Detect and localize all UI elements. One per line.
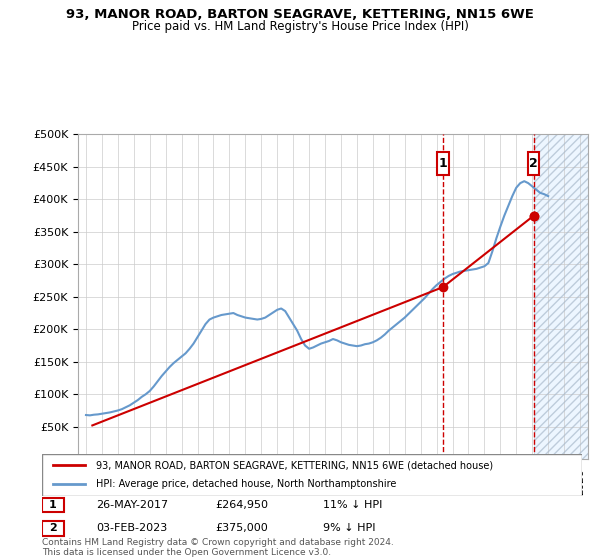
FancyBboxPatch shape: [42, 521, 64, 535]
Text: 11% ↓ HPI: 11% ↓ HPI: [323, 500, 382, 510]
Text: £375,000: £375,000: [215, 523, 268, 533]
Text: 26-MAY-2017: 26-MAY-2017: [96, 500, 168, 510]
Bar: [534, 134, 588, 459]
Text: £264,950: £264,950: [215, 500, 268, 510]
Text: 2: 2: [49, 523, 56, 533]
FancyBboxPatch shape: [42, 498, 64, 512]
Text: 93, MANOR ROAD, BARTON SEAGRAVE, KETTERING, NN15 6WE (detached house): 93, MANOR ROAD, BARTON SEAGRAVE, KETTERI…: [96, 460, 493, 470]
FancyBboxPatch shape: [437, 152, 449, 175]
Text: 1: 1: [49, 500, 56, 510]
Text: HPI: Average price, detached house, North Northamptonshire: HPI: Average price, detached house, Nort…: [96, 479, 397, 489]
Text: 93, MANOR ROAD, BARTON SEAGRAVE, KETTERING, NN15 6WE: 93, MANOR ROAD, BARTON SEAGRAVE, KETTERI…: [66, 8, 534, 21]
Text: Price paid vs. HM Land Registry's House Price Index (HPI): Price paid vs. HM Land Registry's House …: [131, 20, 469, 32]
FancyBboxPatch shape: [528, 152, 539, 175]
Text: 1: 1: [439, 157, 448, 170]
Text: 9% ↓ HPI: 9% ↓ HPI: [323, 523, 376, 533]
Text: 03-FEB-2023: 03-FEB-2023: [96, 523, 167, 533]
Text: Contains HM Land Registry data © Crown copyright and database right 2024.
This d: Contains HM Land Registry data © Crown c…: [42, 538, 394, 557]
Bar: [534, 134, 588, 459]
Text: 2: 2: [529, 157, 538, 170]
FancyBboxPatch shape: [42, 454, 582, 496]
